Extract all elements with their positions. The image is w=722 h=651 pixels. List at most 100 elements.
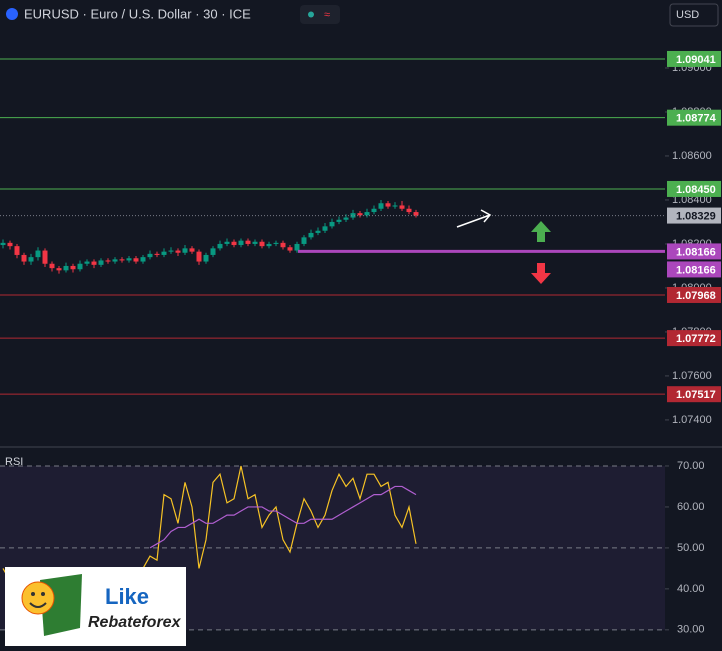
y-tick-label: 1.07600 [672, 370, 712, 382]
candle-body [315, 230, 321, 233]
price-tag [667, 243, 721, 260]
logo-name: Rebateforex [88, 614, 182, 631]
candle-body [287, 247, 293, 251]
candle-body [252, 241, 258, 244]
price-tag-label: 1.08329 [676, 210, 716, 222]
status-pill [300, 5, 340, 24]
down-arrow [531, 263, 551, 284]
candle-body [294, 243, 300, 251]
candle-body [273, 242, 279, 244]
logo-eye [41, 592, 45, 596]
logo-face [21, 581, 55, 615]
status-dot [308, 11, 314, 18]
price-tag-label: 1.09041 [676, 54, 716, 66]
candle-body [0, 242, 6, 246]
candle-body [350, 213, 356, 218]
candle-body [238, 240, 244, 246]
currency-button[interactable] [669, 3, 719, 27]
price-tag-label: 1.08450 [676, 184, 716, 196]
candle-body [126, 258, 132, 261]
candle-body [343, 217, 349, 220]
candle-body [77, 263, 83, 270]
candle-body [154, 253, 160, 255]
candle-body [49, 263, 55, 269]
candle-body [301, 237, 307, 244]
candle-body [14, 246, 20, 255]
candle-body [280, 242, 286, 248]
candle-body [364, 212, 370, 216]
direction-arrow [456, 209, 492, 228]
candle-body [385, 203, 391, 207]
price-tag-label: 1.08166 [676, 264, 716, 276]
logo: Like Rebateforex [5, 567, 186, 646]
candle-body [245, 240, 251, 244]
candle-body [84, 261, 90, 264]
candle-body [196, 251, 202, 262]
candle-body [210, 248, 216, 255]
candle-body [56, 268, 62, 271]
candle-body [371, 208, 377, 213]
candle-body [42, 250, 48, 264]
candle-body [112, 259, 118, 262]
price-tag [667, 330, 721, 347]
candle-body [399, 205, 405, 209]
price-tag-label: 1.07968 [676, 290, 716, 302]
y-tick-label: 1.08600 [672, 150, 712, 162]
candle-body [308, 232, 314, 238]
candle-body [147, 253, 153, 258]
candle-body [378, 203, 384, 209]
candle-body [322, 226, 328, 231]
price-tag [667, 207, 721, 224]
price-tag-label: 1.08774 [676, 113, 717, 125]
candle-body [70, 265, 76, 270]
price-tag-label: 1.07772 [676, 333, 716, 345]
candle-body [413, 212, 419, 216]
candle-body [119, 259, 125, 261]
rsi-line [149, 485, 417, 549]
price-tag-label: 1.08166 [676, 246, 716, 258]
y-tick-label: 50.00 [677, 542, 705, 554]
candle-body [91, 261, 97, 265]
up-arrow [531, 221, 551, 242]
candle-body [105, 260, 111, 262]
y-tick-label: 30.00 [677, 624, 705, 636]
y-tick-label: 1.07400 [672, 414, 712, 426]
candle-body [189, 248, 195, 252]
candle-body [63, 265, 69, 271]
candle-body [182, 248, 188, 253]
candle-body [266, 243, 272, 247]
candle-body [35, 250, 41, 258]
chart-title: EURUSD · Euro / U.S. Dollar · 30 · ICE [24, 6, 251, 21]
logo-smile [29, 602, 47, 608]
candle-body [259, 241, 265, 247]
currency-label[interactable]: USD [676, 9, 699, 21]
logo-brand: Like [105, 584, 149, 609]
price-tag [667, 109, 721, 126]
candle-body [133, 258, 139, 262]
status-icon: ≈ [324, 9, 330, 21]
candle-body [161, 251, 167, 255]
candle-body [224, 241, 230, 244]
candle-body [329, 221, 335, 227]
rsi-title: RSI [5, 456, 23, 468]
symbol-icon [6, 8, 18, 20]
price-tag [667, 180, 721, 197]
y-tick-label: 70.00 [677, 460, 705, 472]
candle-body [28, 257, 34, 262]
candle-body [357, 213, 363, 216]
candle-body [21, 254, 27, 262]
candle-body [203, 254, 209, 262]
candle-body [217, 243, 223, 249]
price-axis [665, 0, 722, 651]
price-tag [667, 386, 721, 403]
candle-body [168, 250, 174, 252]
candle-body [336, 219, 342, 222]
y-tick-label: 40.00 [677, 583, 705, 595]
logo-eye [31, 592, 35, 596]
price-tag [667, 261, 721, 278]
candle-body [231, 241, 237, 246]
candle-body [98, 260, 104, 265]
candle-body [140, 257, 146, 262]
candle-body [392, 205, 398, 207]
